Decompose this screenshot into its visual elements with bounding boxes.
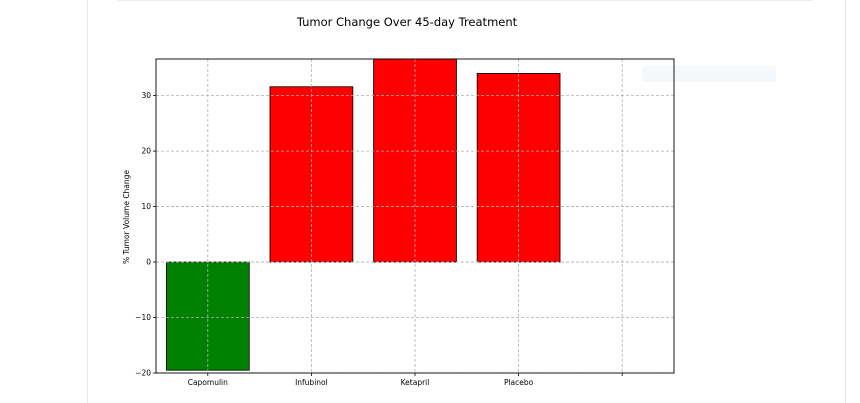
- faded-overlay-chip: [642, 66, 776, 82]
- bars-layer: [165, 58, 561, 371]
- y-tick-label: 30: [141, 91, 151, 100]
- notebook-top-border: [118, 0, 813, 1]
- y-axis-label: % Tumor Volume Change: [122, 170, 131, 264]
- chart-title: Tumor Change Over 45-day Treatment: [296, 15, 518, 29]
- notebook-left-border: [87, 0, 88, 403]
- notebook-right-border: [845, 0, 846, 403]
- plot-frame: [155, 58, 675, 374]
- x-tick-label: Capomulin: [188, 378, 228, 387]
- x-tick-label: Placebo: [504, 378, 534, 387]
- y-tick-label: −20: [135, 369, 151, 378]
- y-tick-label: 20: [141, 147, 151, 156]
- y-tick-label: 0: [146, 258, 151, 267]
- x-tick-label: Ketapril: [401, 378, 430, 387]
- axes-layer: −20 −10 0 10 20 30 Capomulin Infubinol Ketapril P…: [135, 58, 675, 387]
- y-tick-label: −10: [135, 313, 151, 322]
- y-tick-label: 10: [141, 202, 151, 211]
- x-tick-label: Infubinol: [295, 378, 328, 387]
